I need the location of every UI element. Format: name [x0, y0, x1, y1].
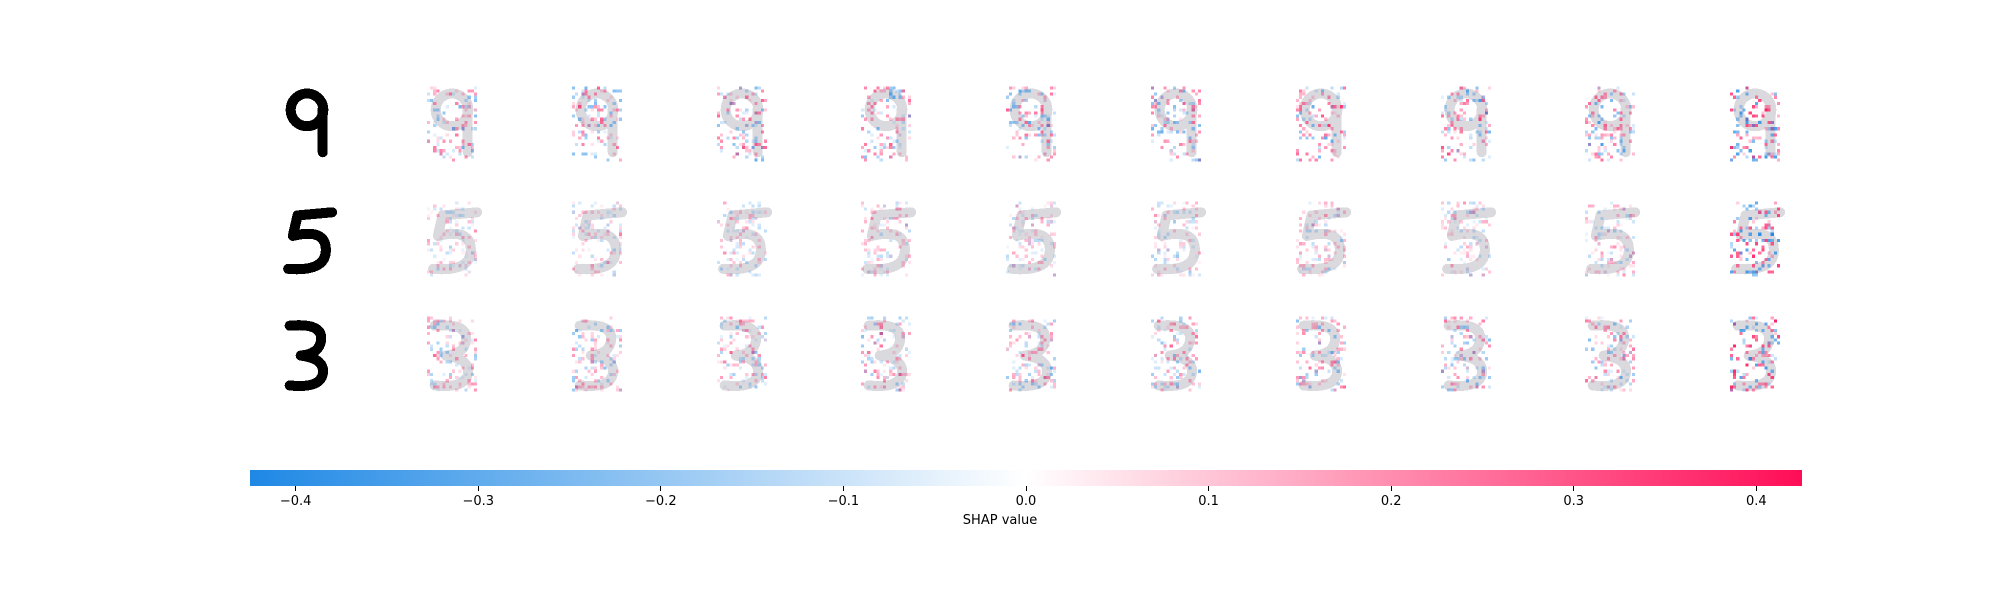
- colorbar-tick: [1025, 486, 1027, 491]
- shap-explanation-image: [1711, 310, 1799, 398]
- shap-explanation-image: [1711, 80, 1799, 168]
- colorbar-tick: [842, 486, 844, 491]
- colorbar-tick-label: 0.4: [1746, 494, 1767, 509]
- shap-explanation-image: [553, 310, 641, 398]
- colorbar-tick: [1755, 486, 1757, 491]
- shap-explanation-image: [553, 80, 641, 168]
- colorbar-tick: [295, 486, 297, 491]
- shap-explanation-image: [698, 80, 786, 168]
- shap-explanation-image: [1566, 310, 1654, 398]
- colorbar-tick: [1573, 486, 1575, 491]
- colorbar-tick-label: 0.2: [1380, 494, 1402, 509]
- shap-explanation-image: [698, 195, 786, 283]
- shap-explanation-image: [1422, 80, 1510, 168]
- shap-explanation-image: [987, 310, 1075, 398]
- colorbar-tick: [477, 486, 479, 491]
- shap-explanation-image: [842, 80, 930, 168]
- shap-explanation-image: [1422, 195, 1510, 283]
- colorbar-tick: [660, 486, 662, 491]
- colorbar-tick-label: −0.3: [462, 494, 495, 509]
- shap-explanation-image: [842, 195, 930, 283]
- shap-explanation-image: [408, 195, 496, 283]
- shap-explanation-image: [842, 310, 930, 398]
- colorbar-tick-label: −0.1: [827, 494, 860, 509]
- shap-explanation-image: [1132, 80, 1220, 168]
- shap-explanation-image: [1277, 310, 1365, 398]
- colorbar-tick-label: 0.1: [1198, 494, 1219, 509]
- shap-explanation-image: [1566, 80, 1654, 168]
- colorbar-tick: [1390, 486, 1392, 491]
- shap-explanation-image: [1132, 195, 1220, 283]
- input-digit-image: [263, 195, 351, 283]
- colorbar-tick-label: 0.0: [1015, 494, 1037, 509]
- shap-explanation-image: [408, 80, 496, 168]
- shap-explanation-image: [1132, 310, 1220, 398]
- colorbar-label: SHAP value: [962, 513, 1038, 528]
- colorbar-tick-label: 0.3: [1563, 494, 1585, 509]
- shap-explanation-image: [1277, 80, 1365, 168]
- shap-explanation-image: [1566, 195, 1654, 283]
- input-digit-image: [263, 310, 351, 398]
- shap-explanation-image: [1277, 195, 1365, 283]
- input-digit-image: [263, 80, 351, 168]
- shap-explanation-image: [987, 195, 1075, 283]
- colorbar-gradient: [250, 470, 1802, 486]
- shap-explanation-image: [987, 80, 1075, 168]
- shap-explanation-image: [553, 195, 641, 283]
- shap-explanation-image: [408, 310, 496, 398]
- colorbar-tick: [1208, 486, 1210, 491]
- shap-explanation-image: [1711, 195, 1799, 283]
- colorbar: [250, 470, 1802, 486]
- shap-explanation-image: [1422, 310, 1510, 398]
- colorbar-tick-label: −0.2: [645, 494, 677, 509]
- colorbar-tick-label: −0.4: [279, 494, 312, 509]
- shap-explanation-image: [698, 310, 786, 398]
